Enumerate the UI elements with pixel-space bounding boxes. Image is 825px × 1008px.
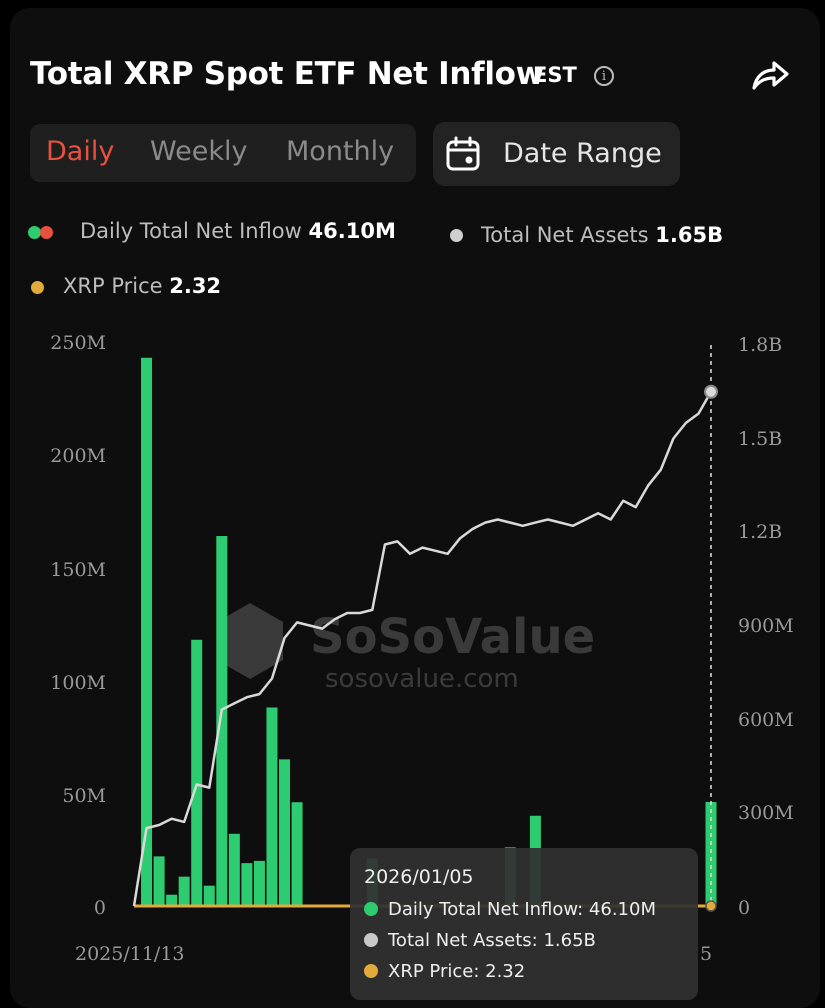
inflow-bar	[279, 759, 291, 906]
legend-price-value: 2.32	[169, 274, 222, 298]
inflow-bar	[253, 860, 265, 906]
right-tick: 1.8B	[738, 334, 783, 356]
inflow-legend-dot-negative	[40, 226, 53, 239]
inflow-bar	[705, 801, 717, 906]
left-tick: 200M	[50, 445, 106, 467]
price-legend-dot	[31, 281, 44, 294]
right-tick: 1.2B	[738, 521, 783, 543]
tooltip-date: 2026/01/05	[364, 866, 474, 888]
assets-legend-dot	[450, 229, 463, 242]
watermark-brand: SoSoValue	[310, 609, 595, 665]
inflow-bar	[178, 876, 190, 906]
inflow-bar	[228, 833, 240, 906]
calendar-icon	[446, 136, 480, 171]
tab-weekly[interactable]: Weekly	[150, 136, 248, 167]
inflow-bar	[203, 885, 215, 906]
tooltip-inflow-dot	[364, 902, 378, 916]
inflow-bar	[266, 707, 278, 906]
tooltip-assets: Total Net Assets: 1.65B	[388, 930, 596, 951]
legend-assets-label: Total Net Assets	[481, 223, 649, 247]
inflow-bar	[153, 856, 165, 906]
tab-daily[interactable]: Daily	[46, 136, 115, 167]
share-icon[interactable]	[750, 58, 790, 94]
left-tick: 100M	[50, 672, 106, 694]
assets-line	[132, 391, 713, 907]
page-title: Total XRP Spot ETF Net Inflow	[30, 56, 545, 92]
inflow-bar	[191, 639, 203, 906]
right-tick: 900M	[738, 615, 794, 637]
date-range-label: Date Range	[503, 138, 662, 169]
legend-price-label: XRP Price	[63, 274, 163, 298]
left-tick: 50M	[62, 785, 106, 807]
right-tick: 300M	[738, 802, 794, 824]
right-tick: 600M	[738, 709, 794, 731]
assets-marker	[704, 384, 718, 399]
x-tick-end: 5	[700, 943, 713, 965]
right-tick: 1.5B	[738, 428, 783, 450]
left-tick: 0	[93, 897, 106, 919]
tooltip-assets-dot	[364, 933, 378, 947]
right-tick: 0	[738, 897, 751, 919]
x-tick-start: 2025/11/13	[75, 943, 185, 965]
tooltip-price: XRP Price: 2.32	[388, 961, 526, 982]
legend-assets-value: 1.65B	[655, 223, 724, 247]
watermark-logo: SoSoValue sosovalue.com	[217, 603, 595, 694]
timezone-label[interactable]: EST	[533, 63, 577, 87]
info-icon[interactable]: i	[594, 66, 614, 86]
period-tabs: Daily Weekly Monthly	[30, 124, 416, 182]
date-range-button[interactable]: Date Range	[433, 122, 680, 186]
legend-inflow-value: 46.10M	[308, 219, 396, 243]
tooltip-inflow: Daily Total Net Inflow: 46.10M	[388, 899, 656, 920]
inflow-bar	[216, 536, 228, 906]
watermark-site: sosovalue.com	[325, 664, 519, 694]
chart-tooltip: 2026/01/05 Daily Total Net Inflow: 46.10…	[350, 848, 698, 1000]
inflow-bar	[241, 863, 253, 906]
left-tick: 150M	[50, 559, 106, 581]
inflow-bar	[141, 357, 153, 906]
inflow-bar	[291, 802, 303, 906]
inflow-legend-dot	[28, 226, 41, 239]
inflow-bar	[166, 894, 178, 906]
tab-monthly[interactable]: Monthly	[286, 136, 395, 167]
left-tick: 250M	[50, 332, 106, 354]
tooltip-price-dot	[364, 964, 378, 978]
legend-inflow-label: Daily Total Net Inflow	[80, 219, 302, 243]
price-marker	[705, 900, 717, 912]
